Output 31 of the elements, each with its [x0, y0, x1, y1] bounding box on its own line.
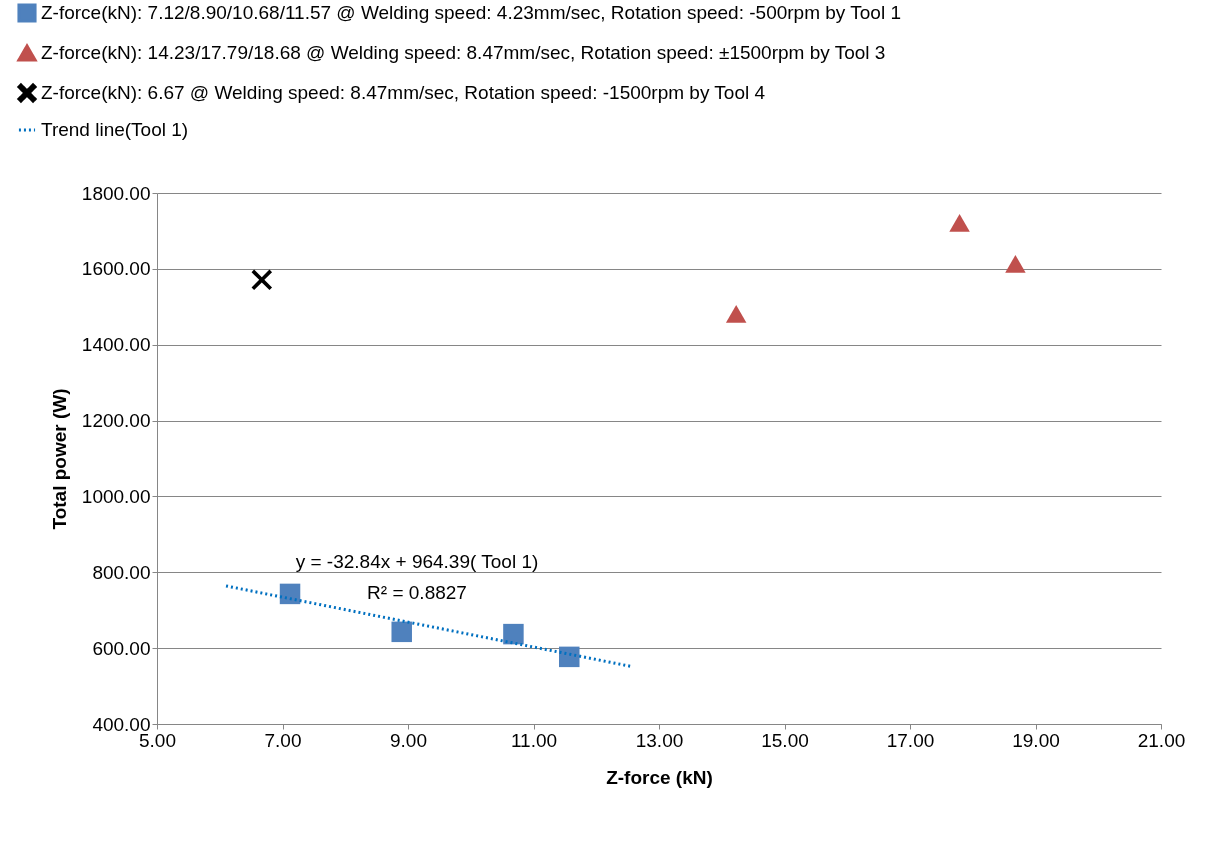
point: [559, 646, 580, 668]
x-tick-label: 21.00: [1137, 729, 1186, 751]
point: [1005, 255, 1026, 273]
y-tick-label: 800.00: [92, 561, 151, 583]
point: [725, 305, 747, 323]
legend-label: Z-force(kN): 14.23/17.79/18.68 @ Welding speed: 8.47mm/sec, Rotation speed: ±1500rpm by Tool 3: [41, 42, 886, 63]
annotation: R² = 0.8827: [367, 582, 467, 603]
point: [391, 621, 412, 643]
x-tick-label: 13.00: [635, 729, 684, 751]
x-tick-label: 11.00: [510, 729, 558, 751]
annotation: y = -32.84x + 964.39( Tool 1): [295, 551, 539, 572]
x-axis-title: Z-force (kN): [606, 766, 713, 788]
legend-label: Z-force(kN): 6.67 @ Welding speed: 8.47mm/sec, Rotation speed: -1500rpm by Tool 4: [41, 82, 766, 103]
y-tick-label: 600.00: [92, 637, 151, 659]
point: [949, 214, 970, 232]
x-tick-label: 19.00: [1012, 729, 1060, 751]
x-tick-label: 9.00: [390, 729, 427, 751]
y-tick-label: 1000.00: [81, 485, 151, 507]
y-tick-label: 1200.00: [81, 410, 151, 432]
legend-label: Z-force(kN): 7.12/8.90/10.68/11.57 @ Welding speed: 4.23mm/sec, Rotation speed: -500rpm by Tool 1: [41, 2, 901, 23]
x-tick-label: 17.00: [886, 729, 935, 751]
legend-label: Trend line(Tool 1): [41, 119, 189, 140]
point: [503, 623, 524, 645]
x-tick-label: 7.00: [264, 729, 302, 751]
y-axis-title: Total power (W): [48, 388, 70, 530]
y-tick-label: 400.00: [92, 713, 151, 735]
point: [251, 269, 273, 291]
x-tick-label: 15.00: [761, 729, 809, 751]
y-tick-label: 1400.00: [81, 334, 151, 356]
y-tick-label: 1800.00: [81, 182, 151, 204]
y-tick-label: 1600.00: [81, 258, 151, 280]
